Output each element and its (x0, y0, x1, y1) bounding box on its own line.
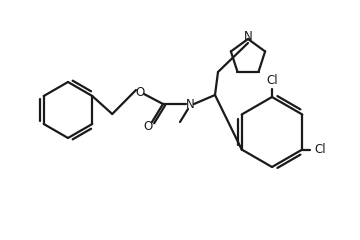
Text: Cl: Cl (315, 143, 326, 156)
Text: O: O (135, 85, 145, 98)
Text: Cl: Cl (266, 74, 278, 88)
Text: N: N (186, 97, 194, 110)
Text: N: N (244, 30, 252, 43)
Text: O: O (143, 120, 153, 133)
